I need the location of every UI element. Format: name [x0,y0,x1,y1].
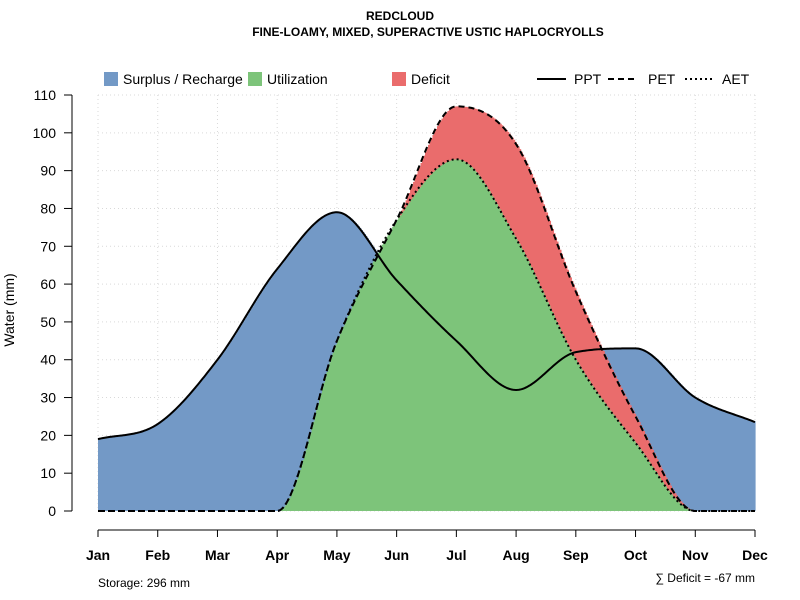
y-axis-label: Water (mm) [1,273,17,346]
y-tick-label: 50 [40,314,56,330]
deficit-note: ∑ Deficit = -67 mm [655,571,755,585]
y-tick-label: 70 [40,238,56,254]
y-tick-label: 30 [40,390,56,406]
x-tick-label-mar: Mar [205,547,230,563]
y-tick-label: 10 [40,465,56,481]
y-tick-label: 20 [40,427,56,443]
legend-label: Surplus / Recharge [123,71,243,87]
legend-swatch [392,72,406,86]
x-tick-label-nov: Nov [682,547,709,563]
x-tick-label-oct: Oct [624,547,648,563]
legend-layer: Surplus / Recharge Utilization Deficit PPT P… [104,71,750,87]
line-layer [97,105,756,512]
line-pet [98,105,755,512]
y-tick-label: 110 [34,87,57,103]
y-tick-label: 100 [33,125,57,141]
legend-label: Deficit [411,71,450,87]
x-tick-label-aug: Aug [502,547,529,563]
y-tick-label: 90 [40,163,56,179]
line-aet [98,158,755,512]
y-tick-label: 40 [40,352,56,368]
x-tick-label-jan: Jan [86,547,110,563]
y-tick-label: 0 [48,503,56,519]
area-deficit [398,106,693,511]
chart-title: REDCLOUD [366,9,434,23]
x-tick-label-may: May [323,547,350,563]
x-tick-label-jun: Jun [384,547,409,563]
y-tick-label: 80 [40,200,56,216]
legend-swatch [248,72,262,86]
fill-layer [98,106,756,512]
x-tick-label-jul: Jul [446,547,466,563]
area-surplus-recharge [98,212,756,512]
x-tick-label-sep: Sep [563,547,589,563]
legend-label: AET [722,71,750,87]
legend-label: PET [648,71,676,87]
legend-label: PPT [574,71,602,87]
y-tick-label: 60 [40,276,56,292]
x-tick-label-feb: Feb [145,547,170,563]
x-tick-label-dec: Dec [742,547,768,563]
chart-subtitle: FINE-LOAMY, MIXED, SUPERACTIVE USTIC HAP… [252,25,604,39]
area-utilization [278,159,695,512]
x-tick-label-apr: Apr [265,547,290,563]
legend-swatch [104,72,118,86]
storage-note: Storage: 296 mm [98,576,190,590]
line-ppt [97,211,756,441]
axis-layer: 0 10 20 30 40 50 60 70 80 90 100 110 Jan Feb Mar Apr May… [33,87,768,563]
legend-label: Utilization [267,71,328,87]
